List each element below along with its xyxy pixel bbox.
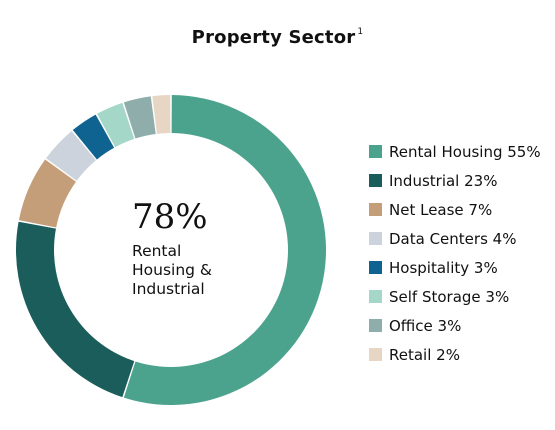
legend-label: Retail 2%: [389, 345, 460, 364]
legend-item-retail: Retail 2%: [369, 340, 541, 369]
slice-data-centers: [46, 131, 96, 181]
chart-title: Property Sector 1: [0, 27, 555, 48]
slice-rental-housing: [123, 95, 327, 405]
legend-item-rental-housing: Rental Housing 55%: [369, 137, 541, 166]
legend-swatch: [369, 290, 382, 303]
legend-swatch: [369, 174, 382, 187]
legend-label: Net Lease 7%: [389, 200, 493, 219]
slice-office: [123, 96, 156, 139]
legend: Rental Housing 55% Industrial 23% Net Leas…: [369, 137, 541, 369]
chart-title-text: Property Sector: [191, 27, 356, 48]
legend-item-self-storage: Self Storage 3%: [369, 282, 541, 311]
legend-label: Industrial 23%: [389, 171, 498, 190]
legend-item-net-lease: Net Lease 7%: [369, 195, 541, 224]
legend-label: Rental Housing 55%: [389, 142, 541, 161]
legend-label: Self Storage 3%: [389, 287, 510, 306]
center-value: 78%: [132, 197, 208, 237]
center-summary: 78% Rental Housing & Industrial: [132, 198, 272, 299]
slice-industrial: [16, 221, 135, 398]
legend-item-data-centers: Data Centers 4%: [369, 224, 541, 253]
legend-swatch: [369, 261, 382, 274]
legend-swatch: [369, 232, 382, 245]
center-caption: Rental Housing & Industrial: [132, 242, 213, 298]
legend-label: Hospitality 3%: [389, 258, 498, 277]
title-footnote-marker: 1: [357, 27, 364, 37]
slice-self-storage: [97, 102, 135, 148]
legend-item-hospitality: Hospitality 3%: [369, 253, 541, 282]
legend-item-office: Office 3%: [369, 311, 541, 340]
legend-item-industrial: Industrial 23%: [369, 166, 541, 195]
legend-label: Data Centers 4%: [389, 229, 517, 248]
legend-swatch: [369, 145, 382, 158]
legend-swatch: [369, 348, 382, 361]
donut-slices: [16, 95, 327, 405]
legend-swatch: [369, 203, 382, 216]
legend-swatch: [369, 319, 382, 332]
legend-label: Office 3%: [389, 316, 462, 335]
slice-net-lease: [18, 159, 76, 228]
slice-hospitality: [72, 114, 115, 160]
slice-retail: [152, 95, 171, 134]
